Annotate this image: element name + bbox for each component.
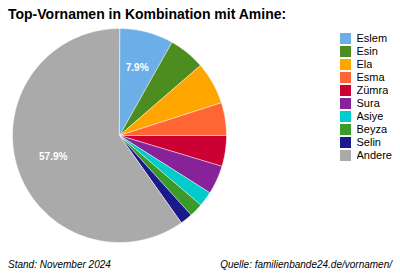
html-text:Asiye: Asiye: [356, 110, 384, 122]
html-text:Top-Vornamen in Kombination mi: Top-Vornamen in Kombination mit Amine:: [8, 6, 287, 22]
html-text:Zümra: Zümra: [356, 84, 389, 96]
html-text:Ela: Ela: [356, 58, 373, 70]
html-text:Esin: Esin: [356, 45, 378, 57]
html-text:Andere: Andere: [356, 149, 392, 161]
html-text:Selin: Selin: [356, 136, 381, 148]
html-text:Quelle: familienbande24.de/vor: Quelle: familienbande24.de/vornamen/: [220, 259, 392, 270]
html-text:Stand: November 2024: Stand: November 2024: [8, 259, 111, 270]
svg-text:57.9%: 57.9%: [39, 151, 67, 162]
html-text:Esma: Esma: [356, 71, 385, 83]
html-text:Eslem: Eslem: [356, 32, 388, 44]
html-text:Beyza: Beyza: [356, 123, 388, 135]
html-text:Sura: Sura: [356, 97, 380, 109]
svg-text:7.9%: 7.9%: [126, 62, 149, 73]
